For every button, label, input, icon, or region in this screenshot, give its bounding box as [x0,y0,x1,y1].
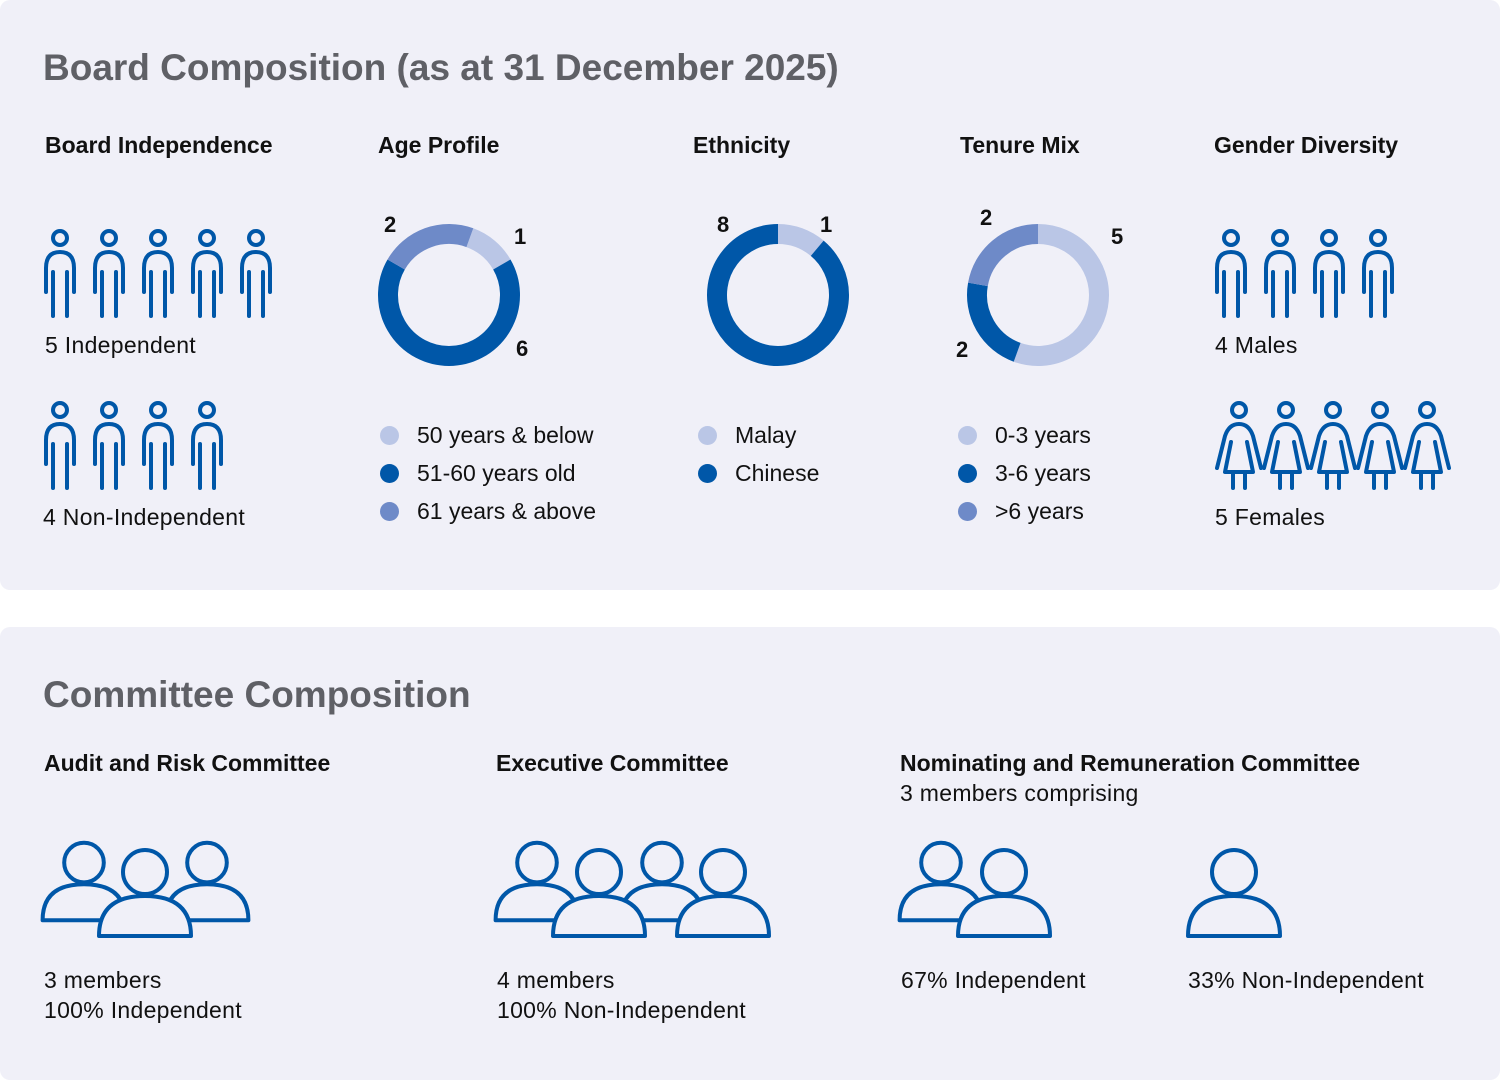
legend-dot-light [958,425,977,445]
legend-label: 50 years & below [417,421,594,448]
donut-segment [777,224,824,257]
donut-segment [1013,224,1109,366]
male-non-independent-icon [44,401,76,490]
legend-dot-light [698,425,717,445]
male-independent-icon [44,229,76,318]
donut-data-label: 2 [956,337,969,362]
donut-data-label: 1 [820,212,833,237]
person-icon [551,848,647,938]
board-title: Board Composition (as at 31 December 202… [43,47,839,88]
male-independent-icon [240,229,272,318]
male-icon [1313,229,1345,318]
female-icon [1403,401,1451,490]
independent-label: 5 Independent [45,332,196,358]
legend-label: 0-3 years [995,421,1091,448]
donut-data-label: 2 [384,212,397,237]
person-icon [97,848,193,938]
males-label: 4 Males [1215,332,1298,358]
male-non-independent-icon [142,401,174,490]
independent-male-icons [44,229,1451,490]
donut-segment [967,282,1021,362]
person-icon [897,840,985,923]
age-legend: 50 years & below 51-60 years old 61 year… [380,416,596,530]
donut-segment [387,224,474,270]
legend-dot-dark [698,463,717,483]
male-independent-icon [191,229,223,318]
donut-data-label: 2 [980,205,993,230]
age-profile-heading: Age Profile [378,132,500,158]
male-non-independent-icon [93,401,125,490]
female-icon [1215,401,1263,490]
nominating-heading: Nominating and Remuneration Committee [900,750,1361,776]
donut-segment [378,259,520,366]
person-icon [1186,848,1282,938]
male-icon [1362,229,1394,318]
gender-diversity-heading: Gender Diversity [1214,132,1399,158]
ethnicity-heading: Ethnicity [693,132,791,158]
male-icon [1215,229,1247,318]
nominating-subheading: 3 members comprising [900,780,1139,806]
donut-data-label: 8 [717,212,730,237]
committee-title: Committee Composition [43,674,471,715]
legend-label: 61 years & above [417,497,597,524]
legend-dot-dark [380,463,399,483]
male-non-independent-icon [191,401,223,490]
legend-label: Chinese [735,459,820,486]
legend-dot-light [380,425,399,445]
female-icon [1309,401,1357,490]
non-independent-label: 4 Non-Independent [43,504,246,530]
female-icon [1356,401,1404,490]
donut-data-label: 1 [514,224,527,249]
nominating-non-independent: 33% Non-Independent [1188,967,1424,993]
donut-segment [707,224,849,366]
legend-label: 51-60 years old [417,459,576,486]
nominating-independent: 67% Independent [901,967,1086,993]
legend-dot-medium [958,501,977,521]
audit-members: 3 members [44,967,162,993]
committee-composition-panel [0,627,1500,1080]
donut-charts [378,224,1109,366]
male-independent-icon [93,229,125,318]
donut-data-label: 5 [1111,224,1124,249]
legend-dot-dark [958,463,977,483]
legend-dot-medium [380,501,399,521]
ethnicity-legend: Malay Chinese [698,416,819,492]
executive-independence: 100% Non-Independent [497,997,746,1023]
donut-segment [466,228,511,270]
tenure-mix-heading: Tenure Mix [960,132,1080,158]
legend-label: 3-6 years [995,459,1091,486]
females-label: 5 Females [1215,504,1326,530]
executive-members: 4 members [497,967,615,993]
female-icon [1262,401,1310,490]
male-icon [1264,229,1296,318]
board-independence-heading: Board Independence [45,132,273,158]
audit-heading: Audit and Risk Committee [44,750,331,776]
audit-independence: 100% Independent [44,997,242,1023]
donut-data-label: 6 [516,336,529,361]
executive-heading: Executive Committee [496,750,729,776]
male-independent-icon [142,229,174,318]
person-icon [956,848,1052,938]
legend-label: >6 years [995,497,1084,524]
legend-label: Malay [735,421,797,448]
donut-segment [968,224,1039,287]
person-icon [675,848,771,938]
tenure-legend: 0-3 years 3-6 years >6 years [958,416,1091,530]
